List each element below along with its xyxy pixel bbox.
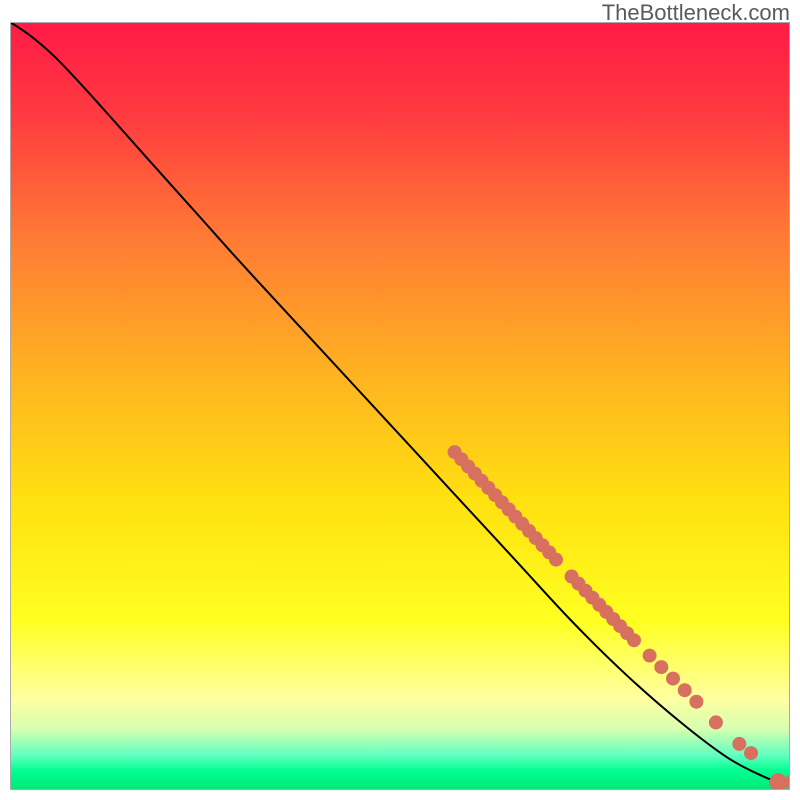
chart-svg	[0, 0, 800, 800]
data-point	[709, 715, 723, 729]
data-point	[654, 660, 668, 674]
data-point	[744, 746, 758, 760]
data-point	[769, 773, 787, 791]
data-point	[549, 553, 563, 567]
data-point	[732, 737, 746, 751]
data-point	[666, 672, 680, 686]
data-point	[689, 695, 703, 709]
data-point	[627, 633, 641, 647]
data-point	[643, 649, 657, 663]
attribution-label: TheBottleneck.com	[602, 0, 790, 26]
data-point	[678, 683, 692, 697]
chart-stage: TheBottleneck.com	[0, 0, 800, 800]
